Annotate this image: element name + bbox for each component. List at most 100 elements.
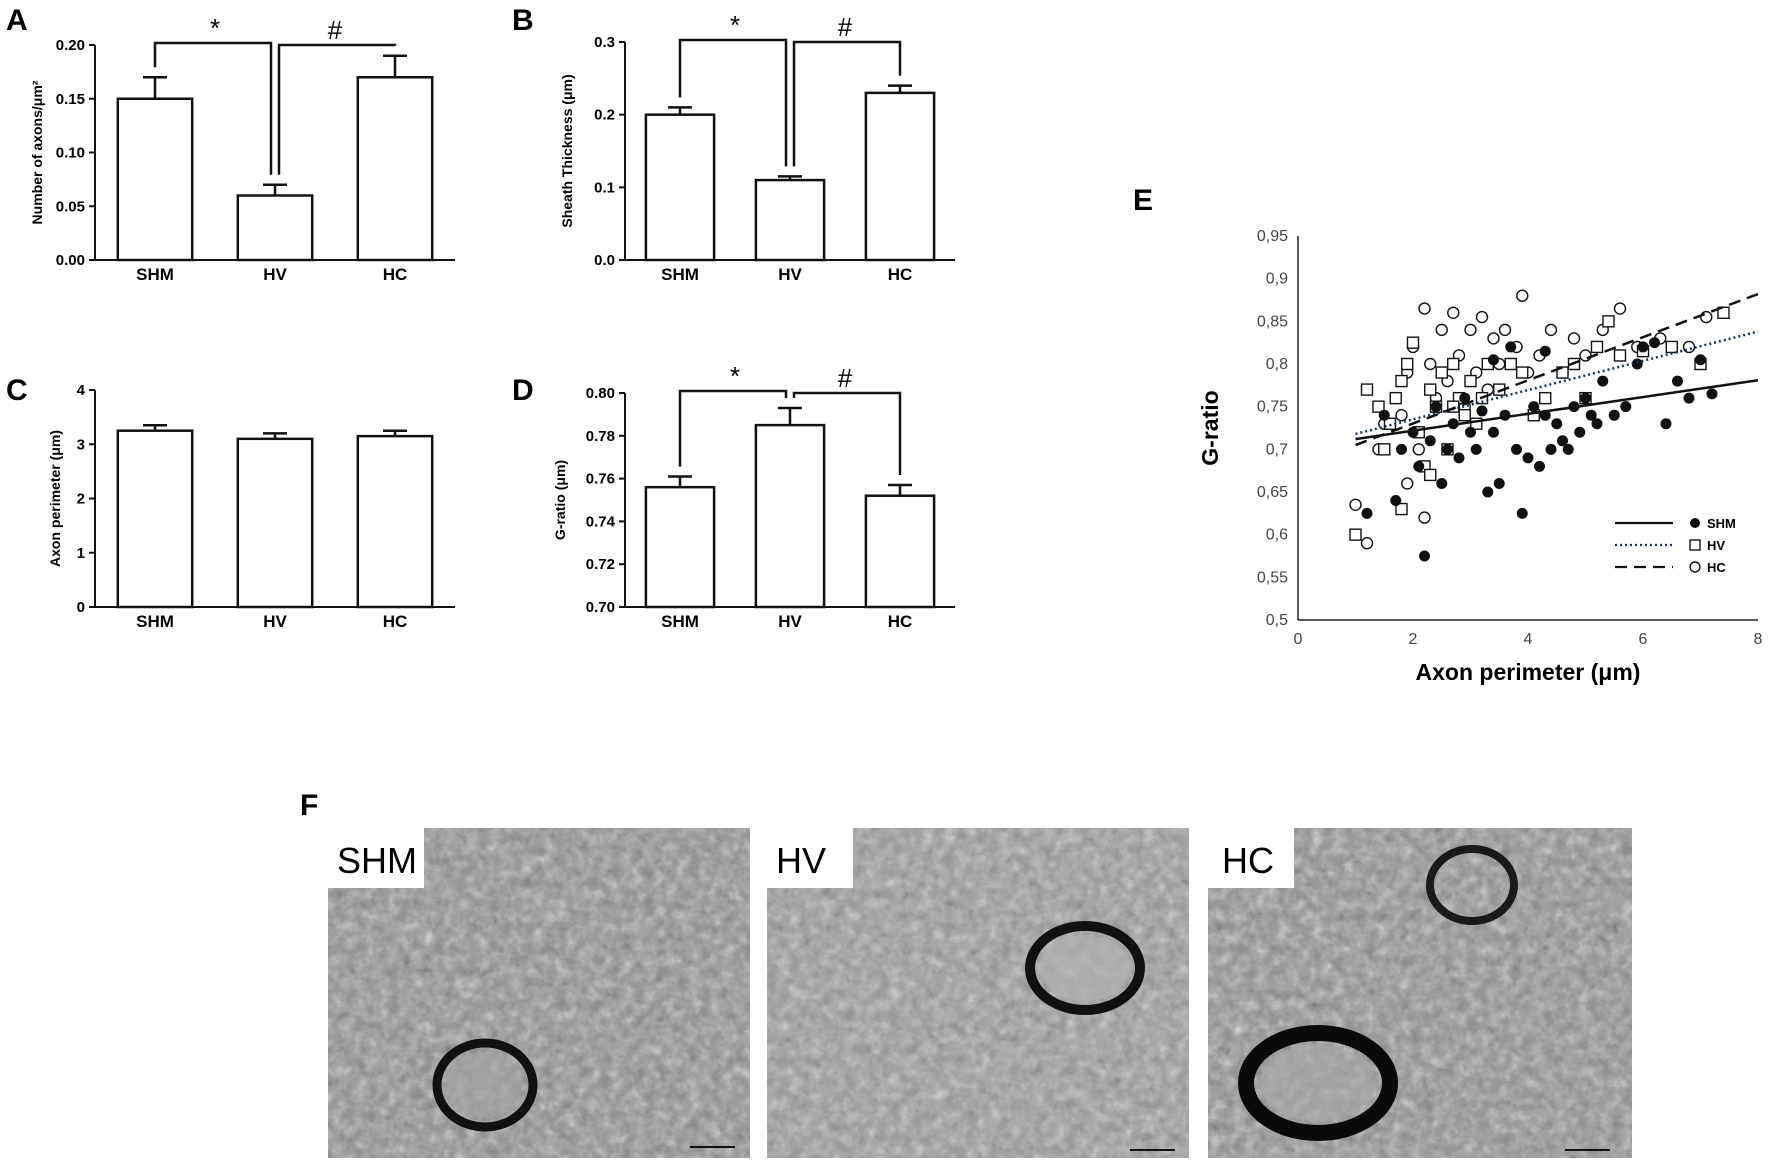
y-tick-label: 0,6	[1266, 527, 1288, 544]
y-tick-label: 0.10	[56, 145, 85, 162]
data-point-shm	[1436, 477, 1448, 489]
data-point-hv	[1613, 349, 1627, 362]
panel-letter-d: D	[512, 374, 534, 407]
category-label: HC	[383, 265, 408, 284]
y-axis-label: G-ratio (μm)	[552, 460, 568, 540]
data-point-hc	[1360, 537, 1374, 550]
data-point-hc	[1498, 323, 1512, 337]
data-point-hc	[1544, 323, 1558, 337]
bar-shm	[116, 429, 194, 609]
category-label: SHM	[661, 612, 699, 631]
data-point-shm	[1672, 375, 1683, 387]
data-point-hv	[1401, 357, 1414, 371]
y-tick-label: 4	[77, 382, 86, 399]
data-point-hv	[1372, 400, 1385, 413]
data-point-hc	[1464, 323, 1477, 337]
data-point-shm	[1482, 486, 1494, 498]
y-tick-label: 2	[77, 491, 85, 508]
data-point-hv	[1464, 374, 1477, 388]
category-label: HC	[383, 612, 408, 631]
data-point-hc	[1401, 477, 1414, 490]
data-point-shm	[1637, 341, 1649, 353]
y-tick-label: 0,8	[1266, 356, 1288, 373]
myelinated-axon-shape	[1025, 921, 1145, 1015]
data-point-hc	[1487, 332, 1500, 345]
y-tick-label: 0.3	[594, 34, 615, 51]
data-point-shm	[1551, 418, 1563, 430]
significance-bracket	[792, 40, 902, 167]
significance-bracket	[678, 38, 788, 167]
y-tick-label: 0.72	[586, 556, 615, 573]
data-point-shm	[1585, 409, 1597, 421]
y-tick-label: 0,85	[1257, 313, 1288, 330]
category-label: HV	[263, 265, 287, 284]
data-point-hv	[1717, 306, 1730, 319]
data-point-shm	[1505, 341, 1517, 353]
category-label: HC	[888, 265, 913, 284]
y-axis-label: Sheath Thickness (μm)	[559, 74, 575, 227]
bar-chart-c: 0 1 2 3 4 Axon perimeter (μm) SHM HV HC	[47, 382, 455, 631]
data-point-shm	[1430, 401, 1442, 413]
category-label: SHM	[661, 265, 699, 284]
x-tick-label: 2	[1409, 631, 1418, 648]
data-point-hc	[1418, 302, 1431, 315]
data-point-shm	[1706, 388, 1718, 400]
data-point-shm	[1442, 443, 1453, 455]
data-point-shm	[1465, 426, 1476, 438]
data-point-hc	[1418, 511, 1431, 524]
data-point-shm	[1476, 405, 1488, 417]
legend-marker-hv	[1689, 539, 1701, 551]
significance-symbol: *	[730, 361, 740, 391]
data-point-hc	[1349, 498, 1362, 511]
data-point-hv	[1378, 443, 1391, 456]
category-label: HV	[778, 612, 802, 631]
y-tick-label: 0,95	[1257, 228, 1288, 245]
bar-shm	[116, 97, 194, 262]
bar-hv	[236, 194, 314, 262]
data-point-shm	[1488, 426, 1499, 438]
y-tick-label: 0.1	[594, 179, 615, 196]
data-point-shm	[1597, 375, 1609, 387]
x-tick-label: 6	[1639, 631, 1648, 648]
data-point-hv	[1458, 409, 1471, 422]
bar-shm	[644, 485, 716, 609]
bar-hc	[864, 91, 936, 262]
x-tick-label: 4	[1524, 631, 1533, 648]
data-point-hc	[1567, 332, 1581, 345]
data-point-shm	[1574, 426, 1586, 438]
data-point-shm	[1419, 550, 1430, 562]
legend-label: HV	[1707, 538, 1725, 553]
bar-chart-d: 0.70 0.72 0.74 0.76 0.78 0.80 G-ratio (μm) SHM H…	[552, 361, 955, 631]
data-point-shm	[1620, 401, 1632, 413]
y-tick-label: 0.2	[594, 107, 615, 124]
significance-bracket	[153, 41, 273, 175]
data-point-hv	[1602, 315, 1615, 328]
data-point-shm	[1695, 354, 1706, 366]
panel-letter-c: C	[6, 374, 28, 407]
data-point-shm	[1424, 435, 1436, 447]
bar-hc	[356, 434, 434, 609]
bar-shm	[644, 113, 716, 262]
micrograph-label-box	[767, 828, 853, 888]
significance-bracket	[678, 389, 788, 467]
micrograph-hv: HV	[767, 828, 1189, 1158]
data-point-hc	[1682, 340, 1696, 354]
data-point-shm	[1470, 443, 1482, 455]
data-point-shm	[1580, 392, 1591, 404]
y-tick-label: 0.74	[586, 513, 616, 530]
significance-symbol: #	[838, 363, 853, 393]
data-point-hv	[1590, 340, 1604, 354]
panel-letter-f: F	[300, 789, 318, 822]
y-axis-label: G-ratio	[1197, 390, 1223, 465]
y-tick-label: 0,65	[1257, 484, 1288, 501]
category-label: HC	[888, 612, 913, 631]
significance-bracket	[277, 43, 397, 175]
category-label: SHM	[136, 612, 174, 631]
significance-bracket	[792, 391, 902, 476]
data-point-hv	[1516, 366, 1529, 379]
data-point-hv	[1556, 366, 1569, 379]
data-point-shm	[1488, 354, 1499, 366]
data-point-hv	[1389, 391, 1402, 405]
x-tick-label: 8	[1754, 631, 1763, 648]
